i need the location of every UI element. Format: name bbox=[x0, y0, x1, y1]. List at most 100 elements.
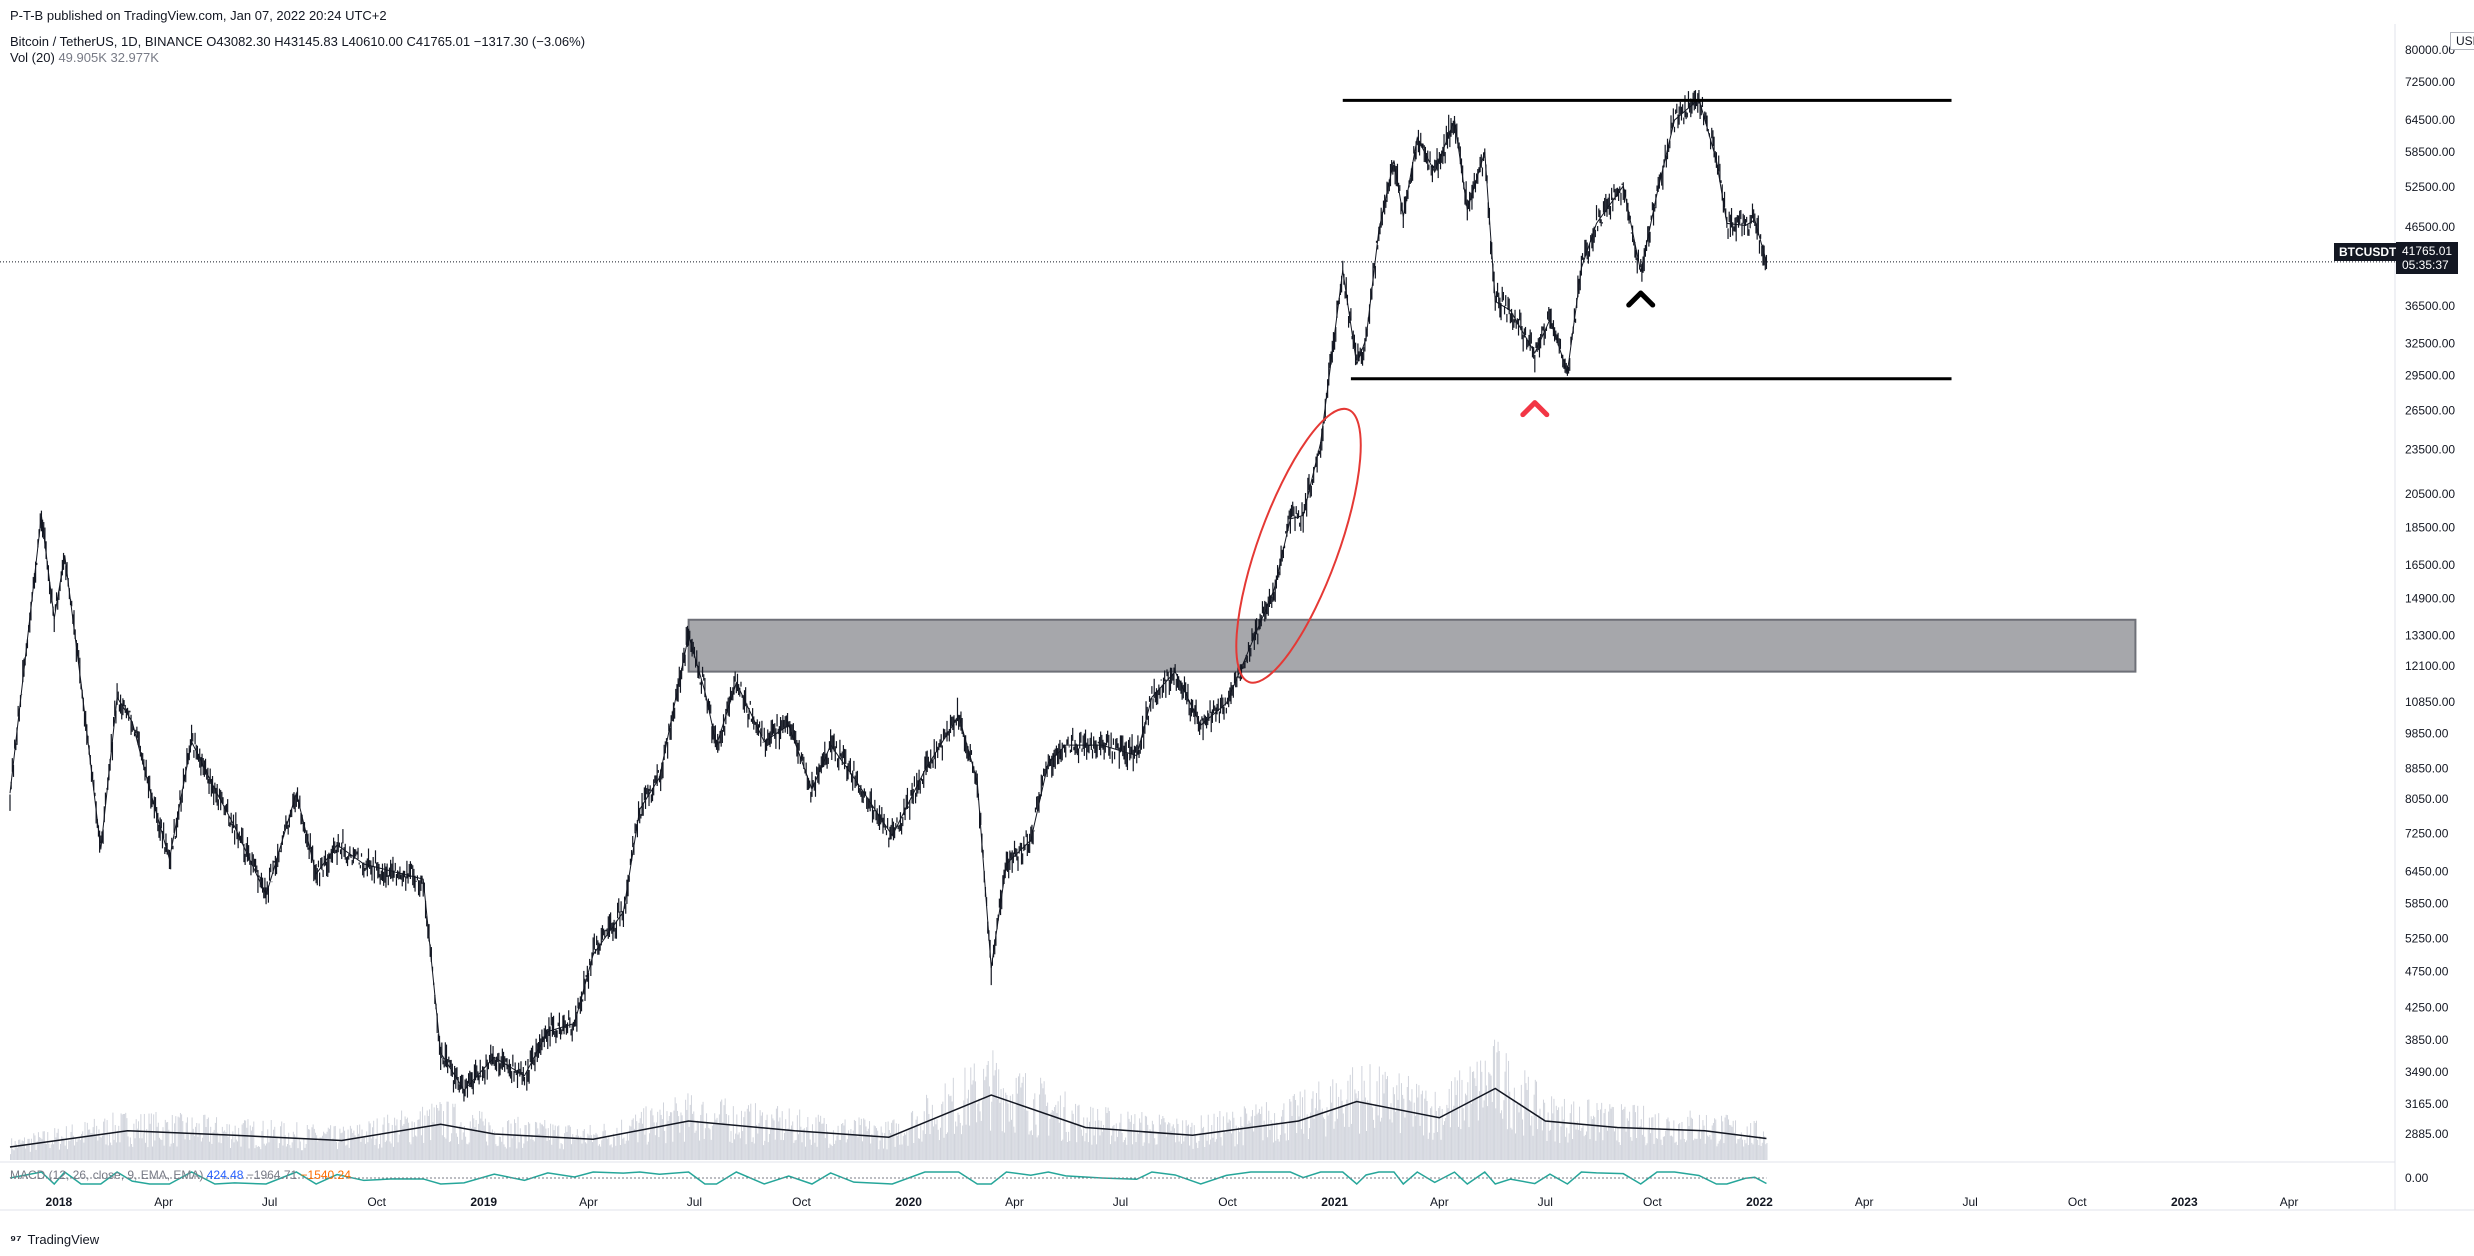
volume-bar bbox=[1455, 1094, 1457, 1160]
volume-bar bbox=[863, 1118, 865, 1160]
volume-bar bbox=[1260, 1113, 1262, 1160]
volume-bar bbox=[392, 1146, 394, 1160]
volume-bar bbox=[567, 1125, 569, 1160]
volume-bar bbox=[590, 1135, 592, 1160]
tradingview-logo[interactable]: ⁹⁷ TradingView bbox=[10, 1232, 99, 1247]
price-tick-label: 5250.00 bbox=[2405, 932, 2449, 946]
volume-bar bbox=[763, 1145, 765, 1160]
volume-bar bbox=[196, 1122, 198, 1160]
volume-bar bbox=[786, 1130, 788, 1160]
volume-bar bbox=[857, 1137, 859, 1160]
volume-bar bbox=[36, 1141, 38, 1160]
volume-bar bbox=[459, 1125, 461, 1160]
volume-bar bbox=[893, 1119, 895, 1160]
time-tick-label: 2023 bbox=[2171, 1195, 2198, 1209]
price-tick-label: 32500.00 bbox=[2405, 337, 2455, 351]
volume-bar bbox=[1743, 1146, 1745, 1160]
volume-bar bbox=[438, 1110, 440, 1160]
volume-bar bbox=[659, 1109, 661, 1160]
volume-bar bbox=[509, 1147, 511, 1160]
volume-bar bbox=[138, 1121, 140, 1160]
volume-bar bbox=[514, 1119, 516, 1160]
volume-bar bbox=[1197, 1147, 1199, 1160]
volume-bar bbox=[331, 1139, 333, 1160]
volume-bar bbox=[1011, 1119, 1013, 1160]
volume-bar bbox=[53, 1144, 55, 1160]
volume-bar bbox=[1250, 1116, 1252, 1160]
volume-bar bbox=[462, 1132, 464, 1160]
volume-bar bbox=[921, 1141, 923, 1160]
volume-bar bbox=[1662, 1136, 1664, 1160]
volume-bar bbox=[1158, 1114, 1160, 1160]
currency-label[interactable]: USDT bbox=[2450, 32, 2474, 50]
volume-bar bbox=[174, 1123, 176, 1160]
volume-bar bbox=[1698, 1114, 1700, 1160]
volume-bar bbox=[831, 1145, 833, 1160]
volume-bar bbox=[1469, 1066, 1471, 1160]
volume-bar bbox=[1624, 1106, 1626, 1160]
volume-bar bbox=[892, 1120, 894, 1160]
volume-bar bbox=[860, 1118, 862, 1160]
volume-bar bbox=[591, 1142, 593, 1160]
time-tick-label: Jul bbox=[687, 1195, 702, 1209]
volume-bar bbox=[468, 1142, 470, 1160]
volume-bar bbox=[1150, 1131, 1152, 1160]
volume-bar bbox=[363, 1137, 365, 1160]
volume-bar bbox=[706, 1113, 708, 1160]
volume-bar bbox=[1547, 1112, 1549, 1160]
volume-bar bbox=[250, 1130, 252, 1160]
volume-bar bbox=[498, 1136, 500, 1160]
volume-bar bbox=[1603, 1113, 1605, 1160]
volume-bar bbox=[1590, 1116, 1592, 1160]
volume-bar bbox=[745, 1144, 747, 1160]
volume-bar bbox=[1710, 1139, 1712, 1160]
volume-bar bbox=[189, 1139, 191, 1160]
volume-bar bbox=[1687, 1116, 1689, 1160]
volume-bar bbox=[1565, 1136, 1567, 1160]
volume-bar bbox=[865, 1126, 867, 1160]
volume-bar bbox=[866, 1131, 868, 1160]
volume-bar bbox=[603, 1123, 605, 1160]
volume-bar bbox=[64, 1145, 66, 1160]
volume-bar bbox=[205, 1127, 207, 1160]
volume-bar bbox=[1140, 1122, 1142, 1160]
volume-bar bbox=[374, 1145, 376, 1160]
volume-bar bbox=[1019, 1073, 1021, 1160]
volume-bar bbox=[284, 1135, 286, 1160]
volume-bar bbox=[843, 1125, 845, 1160]
volume-bar bbox=[1200, 1115, 1202, 1160]
volume-bar bbox=[163, 1145, 165, 1160]
volume-bar bbox=[951, 1101, 953, 1160]
volume-bar bbox=[1609, 1104, 1611, 1160]
volume-bar bbox=[703, 1138, 705, 1160]
volume-bar bbox=[1391, 1122, 1393, 1160]
volume-bar bbox=[1717, 1143, 1719, 1160]
volume-bar bbox=[300, 1150, 302, 1160]
tradingview-icon: ⁹⁷ bbox=[10, 1232, 22, 1247]
volume-bar bbox=[432, 1122, 434, 1160]
volume-bar bbox=[1673, 1120, 1675, 1160]
volume-bar bbox=[229, 1147, 231, 1160]
volume-bar bbox=[579, 1139, 581, 1160]
volume-bar bbox=[389, 1141, 391, 1160]
volume-bar bbox=[693, 1111, 695, 1160]
volume-bar bbox=[1326, 1107, 1328, 1160]
volume-bar bbox=[1577, 1129, 1579, 1160]
volume-bar bbox=[824, 1138, 826, 1160]
volume-bar bbox=[1028, 1134, 1030, 1160]
volume-bar bbox=[156, 1126, 158, 1160]
volume-bar bbox=[23, 1137, 25, 1160]
volume-bar bbox=[264, 1145, 266, 1160]
volume-bar bbox=[1360, 1101, 1362, 1160]
volume-bar bbox=[437, 1108, 439, 1160]
volume-bar bbox=[495, 1144, 497, 1160]
volume-bar bbox=[1000, 1089, 1002, 1160]
volume-bar bbox=[1705, 1115, 1707, 1160]
volume-bar bbox=[381, 1147, 383, 1160]
volume-bar bbox=[1764, 1136, 1766, 1160]
price-line bbox=[9, 98, 1767, 1092]
volume-bar bbox=[1366, 1130, 1368, 1160]
volume-bar bbox=[1480, 1060, 1482, 1160]
